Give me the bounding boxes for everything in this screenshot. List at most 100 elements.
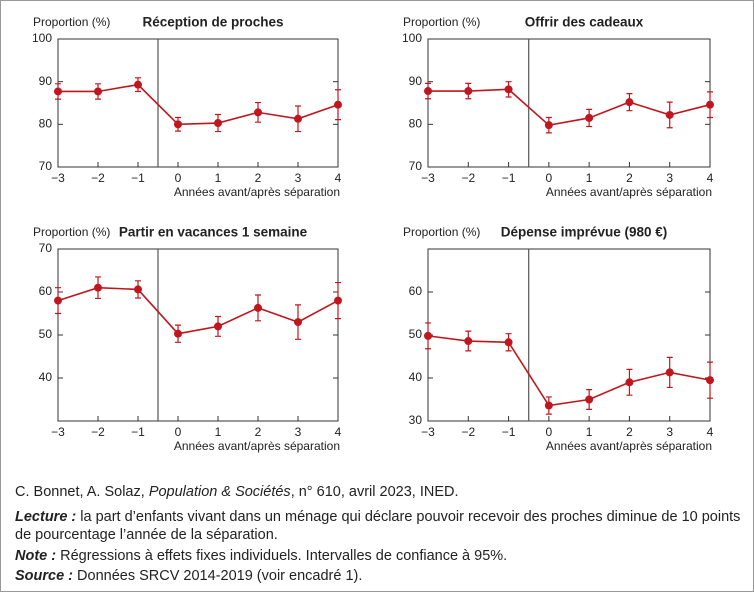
y-axis-label: Proportion (%) [403,225,480,239]
point [254,108,262,117]
point [54,296,62,305]
note: Source : Données SRCV 2014-2019 (voir en… [15,567,741,586]
chart-title: Réception de proches [142,15,283,30]
y-tick-label: 100 [32,31,52,45]
x-tick-label: 4 [335,171,342,185]
x-tick-label: 3 [295,171,302,185]
x-tick-label: −2 [461,171,475,185]
x-tick-label: 3 [666,171,673,185]
journal: Population & Sociétés [148,484,291,500]
point [665,368,674,377]
chart-title: Partir en vacances 1 semaine [119,225,308,240]
chart-title: Offrir des cadeaux [525,15,644,30]
y-tick-label: 60 [39,284,53,298]
line [428,88,711,127]
x-tick-label: 1 [586,425,593,439]
y-tick-label: 60 [409,284,423,298]
line [58,83,339,126]
x-tick-label: 2 [626,171,633,185]
x-tick-label: 0 [175,425,182,439]
x-tick-label: 4 [707,425,714,439]
note-text: la part d’enfants vivant dans un ménage … [15,508,741,544]
x-tick-label: −2 [91,171,105,185]
point [424,87,432,96]
note-label: Lecture : [15,508,77,525]
point [464,87,473,96]
citation-rest: , n° 610, avril 2023, INED. [290,484,459,500]
y-tick-label: 70 [39,241,53,255]
note-text: Régressions à effets fixes individuels. … [60,547,508,564]
note-label: Source : [15,568,74,584]
note: Lecture : la part d’enfants vivant dans … [15,508,741,545]
x-tick-label: 1 [215,425,222,439]
x-tick-label: 0 [546,425,553,439]
y-tick-label: 50 [39,327,53,341]
point [585,113,594,122]
plot-frame [427,38,711,168]
x-tick-label: 2 [626,425,633,439]
citation: C. Bonnet, A. Solaz, Population & Sociét… [15,483,741,502]
line [427,335,711,407]
y-tick-label: 80 [39,117,53,131]
x-axis-label: Années avant/après séparation [174,439,340,453]
point [214,322,222,331]
y-axis-label: Proportion (%) [33,15,110,29]
point [706,100,714,109]
point [544,121,553,130]
x-tick-label: 3 [295,425,302,439]
footer: C. Bonnet, A. Solaz, Population & Sociét… [15,483,741,588]
y-axis-label: Proportion (%) [403,15,480,29]
point [544,401,553,410]
x-axis-label: Années avant/après séparation [546,439,712,453]
x-tick-label: 0 [546,171,553,185]
point [254,303,262,312]
y-tick-label: 100 [402,31,422,45]
x-tick-label: −3 [51,171,65,185]
x-tick-label: −1 [502,425,516,439]
x-tick-label: 3 [666,425,673,439]
point [94,87,102,96]
point [214,119,222,128]
point [665,110,674,119]
point [54,87,62,96]
point [134,285,142,294]
y-tick-label: 50 [409,327,423,341]
x-tick-label: −3 [421,425,435,439]
x-tick-label: −2 [461,425,475,439]
y-axis-label: Proportion (%) [33,225,110,239]
note-label: Note : [15,547,57,564]
point [504,338,513,347]
x-tick-label: −1 [502,171,516,185]
point [174,329,182,338]
point [625,378,634,387]
note-text: Données SRCV 2014-2019 (voir encadré 1). [77,568,363,584]
plot-frame [57,248,339,422]
x-tick-label: −3 [51,425,65,439]
x-tick-label: 4 [707,171,714,185]
line [57,286,339,335]
point [424,331,432,340]
plot-frame [57,38,339,168]
charts: Réception de proches Proportion (%) Années… [32,15,714,453]
x-tick-label: 1 [215,171,222,185]
x-tick-label: −1 [131,425,145,439]
x-tick-label: 2 [255,425,262,439]
x-tick-label: −2 [91,425,105,439]
x-tick-label: −1 [131,171,145,185]
point [294,318,302,327]
point [625,98,634,107]
point [134,80,142,89]
x-tick-label: −3 [421,171,435,185]
point [504,85,513,94]
point [174,120,182,129]
point [334,100,342,109]
y-tick-label: 40 [39,370,53,384]
point [706,376,714,385]
x-axis-label: Années avant/après séparation [174,185,340,199]
y-tick-label: 30 [409,413,423,427]
plot-frame [427,248,711,422]
y-tick-label: 70 [409,159,423,173]
authors: C. Bonnet, A. Solaz, [15,484,145,500]
point [464,337,473,346]
